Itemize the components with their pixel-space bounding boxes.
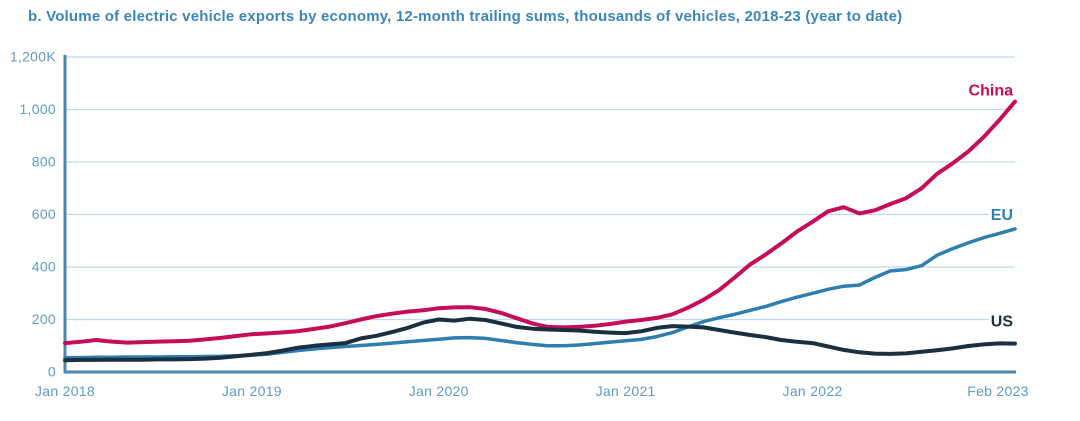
chart-title: b. Volume of electric vehicle exports by… [28,8,903,25]
x-tick-label: Jan 2021 [596,383,656,399]
series-line-us [63,316,1017,363]
series-label-china: China [969,83,1014,100]
y-tick-label: 1,000 [19,101,56,117]
y-tick-label: 400 [32,259,56,275]
y-tick-label: 800 [32,154,56,170]
series-label-eu: EU [991,207,1013,224]
y-tick-label: 600 [32,206,56,222]
y-tick-label: 1,200K [10,49,57,65]
x-tick-label: Jan 2022 [783,383,843,399]
x-tick-label: Feb 2023 [967,383,1029,399]
series-line-china [63,99,1017,346]
x-tick-label: Jan 2020 [409,383,469,399]
y-tick-label: 200 [32,311,56,327]
x-tick-label: Jan 2019 [222,383,282,399]
y-tick-label: 0 [48,364,56,380]
series-label-us: US [991,314,1014,331]
x-tick-label: Jan 2018 [35,383,95,399]
